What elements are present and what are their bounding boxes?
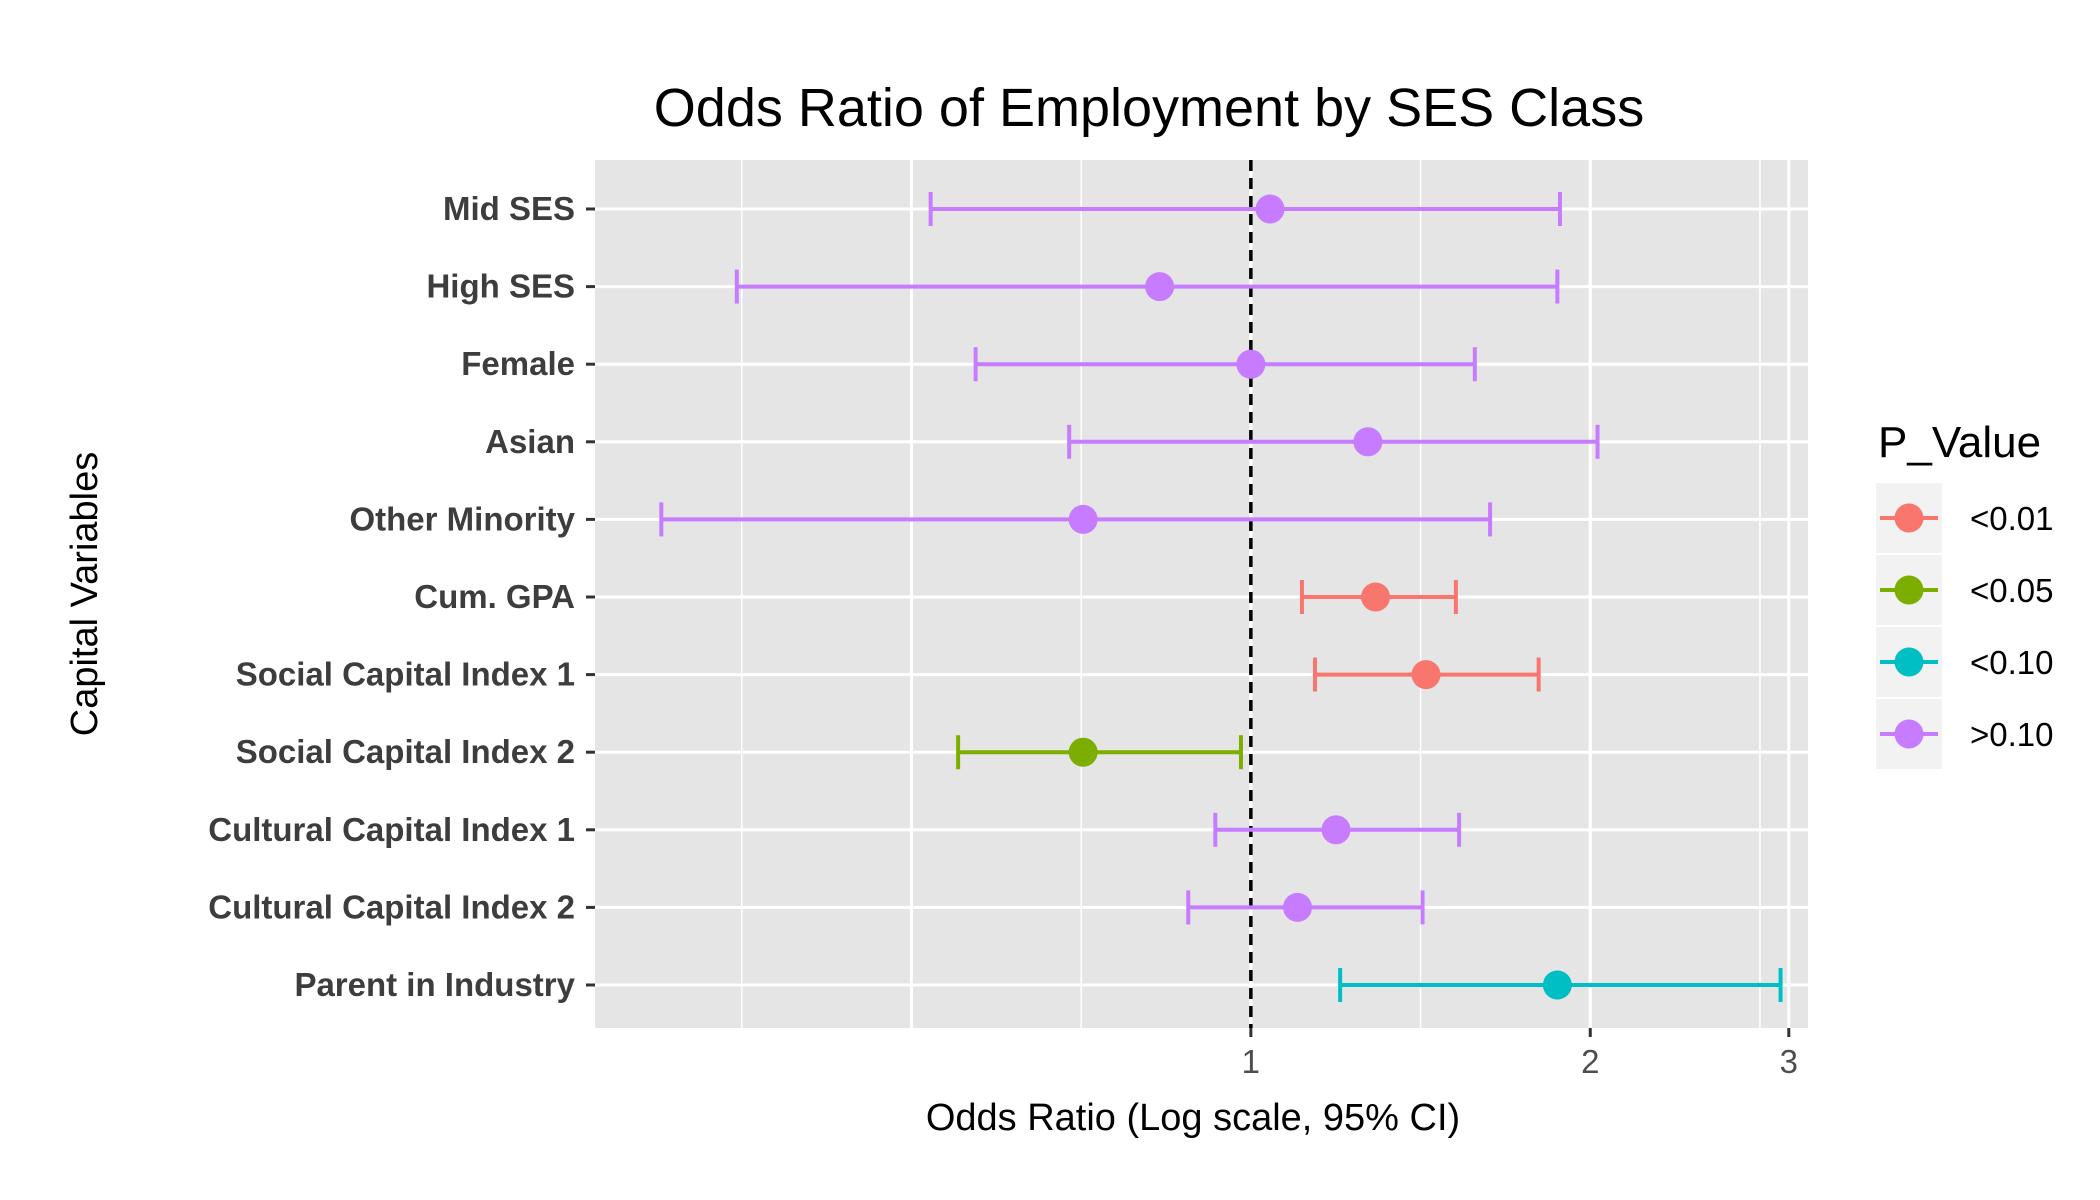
y-tick-label: Cultural Capital Index 2 [208, 888, 575, 925]
x-tick-label: 1 [1242, 1043, 1260, 1080]
y-tick-label: High SES [426, 268, 575, 305]
legend-label: <0.05 [1970, 572, 2054, 609]
legend-items: <0.01 <0.05 <0.10 >0.10 [1876, 483, 2054, 769]
y-tick-label: Cum. GPA [414, 578, 575, 615]
legend-title: P_Value [1878, 418, 2041, 467]
legend-label: >0.10 [1970, 716, 2054, 753]
estimate-point [1255, 194, 1285, 224]
estimate-point [1145, 272, 1175, 302]
y-tick-label: Female [461, 345, 575, 382]
estimate-point [1236, 349, 1266, 379]
estimate-point [1542, 970, 1572, 1000]
y-axis-title: Capital Variables [64, 452, 106, 736]
estimate-point [1068, 737, 1098, 767]
estimate-point [1353, 427, 1383, 457]
x-axis-title: Odds Ratio (Log scale, 95% CI) [926, 1097, 1460, 1139]
y-tick-label: Asian [485, 423, 575, 460]
estimate-point [1321, 815, 1351, 845]
y-tick-label: Social Capital Index 1 [236, 656, 575, 693]
y-tick-label: Parent in Industry [294, 966, 575, 1003]
y-tick-label: Cultural Capital Index 1 [208, 811, 575, 848]
plot-panel [595, 160, 1808, 1028]
legend-key-point [1894, 575, 1924, 605]
estimate-point [1283, 892, 1313, 922]
x-axis: 1 2 3 [1242, 1028, 1798, 1080]
y-axis: Mid SES High SES Female Asian Other Minority… [208, 190, 595, 1003]
y-tick-label: Mid SES [443, 190, 575, 227]
y-tick-label: Other Minority [349, 500, 575, 537]
x-tick-label: 2 [1581, 1043, 1599, 1080]
grid-minor [740, 160, 1761, 1028]
point-layer [1068, 194, 1572, 1000]
y-tick-label: Social Capital Index 2 [236, 733, 575, 770]
x-tick-label: 3 [1780, 1043, 1798, 1080]
legend-label: <0.10 [1970, 644, 2054, 681]
legend-key-point [1894, 719, 1924, 749]
legend: P_Value <0.01 <0.05 <0.10 >0.10 [1876, 418, 2054, 769]
chart-title: Odds Ratio of Employment by SES Class [654, 78, 1644, 138]
legend-key-point [1894, 503, 1924, 533]
estimate-point [1361, 582, 1391, 612]
estimate-point [1411, 660, 1441, 690]
estimate-point [1068, 504, 1098, 534]
legend-key-point [1894, 647, 1924, 677]
legend-label: <0.01 [1970, 500, 2054, 537]
